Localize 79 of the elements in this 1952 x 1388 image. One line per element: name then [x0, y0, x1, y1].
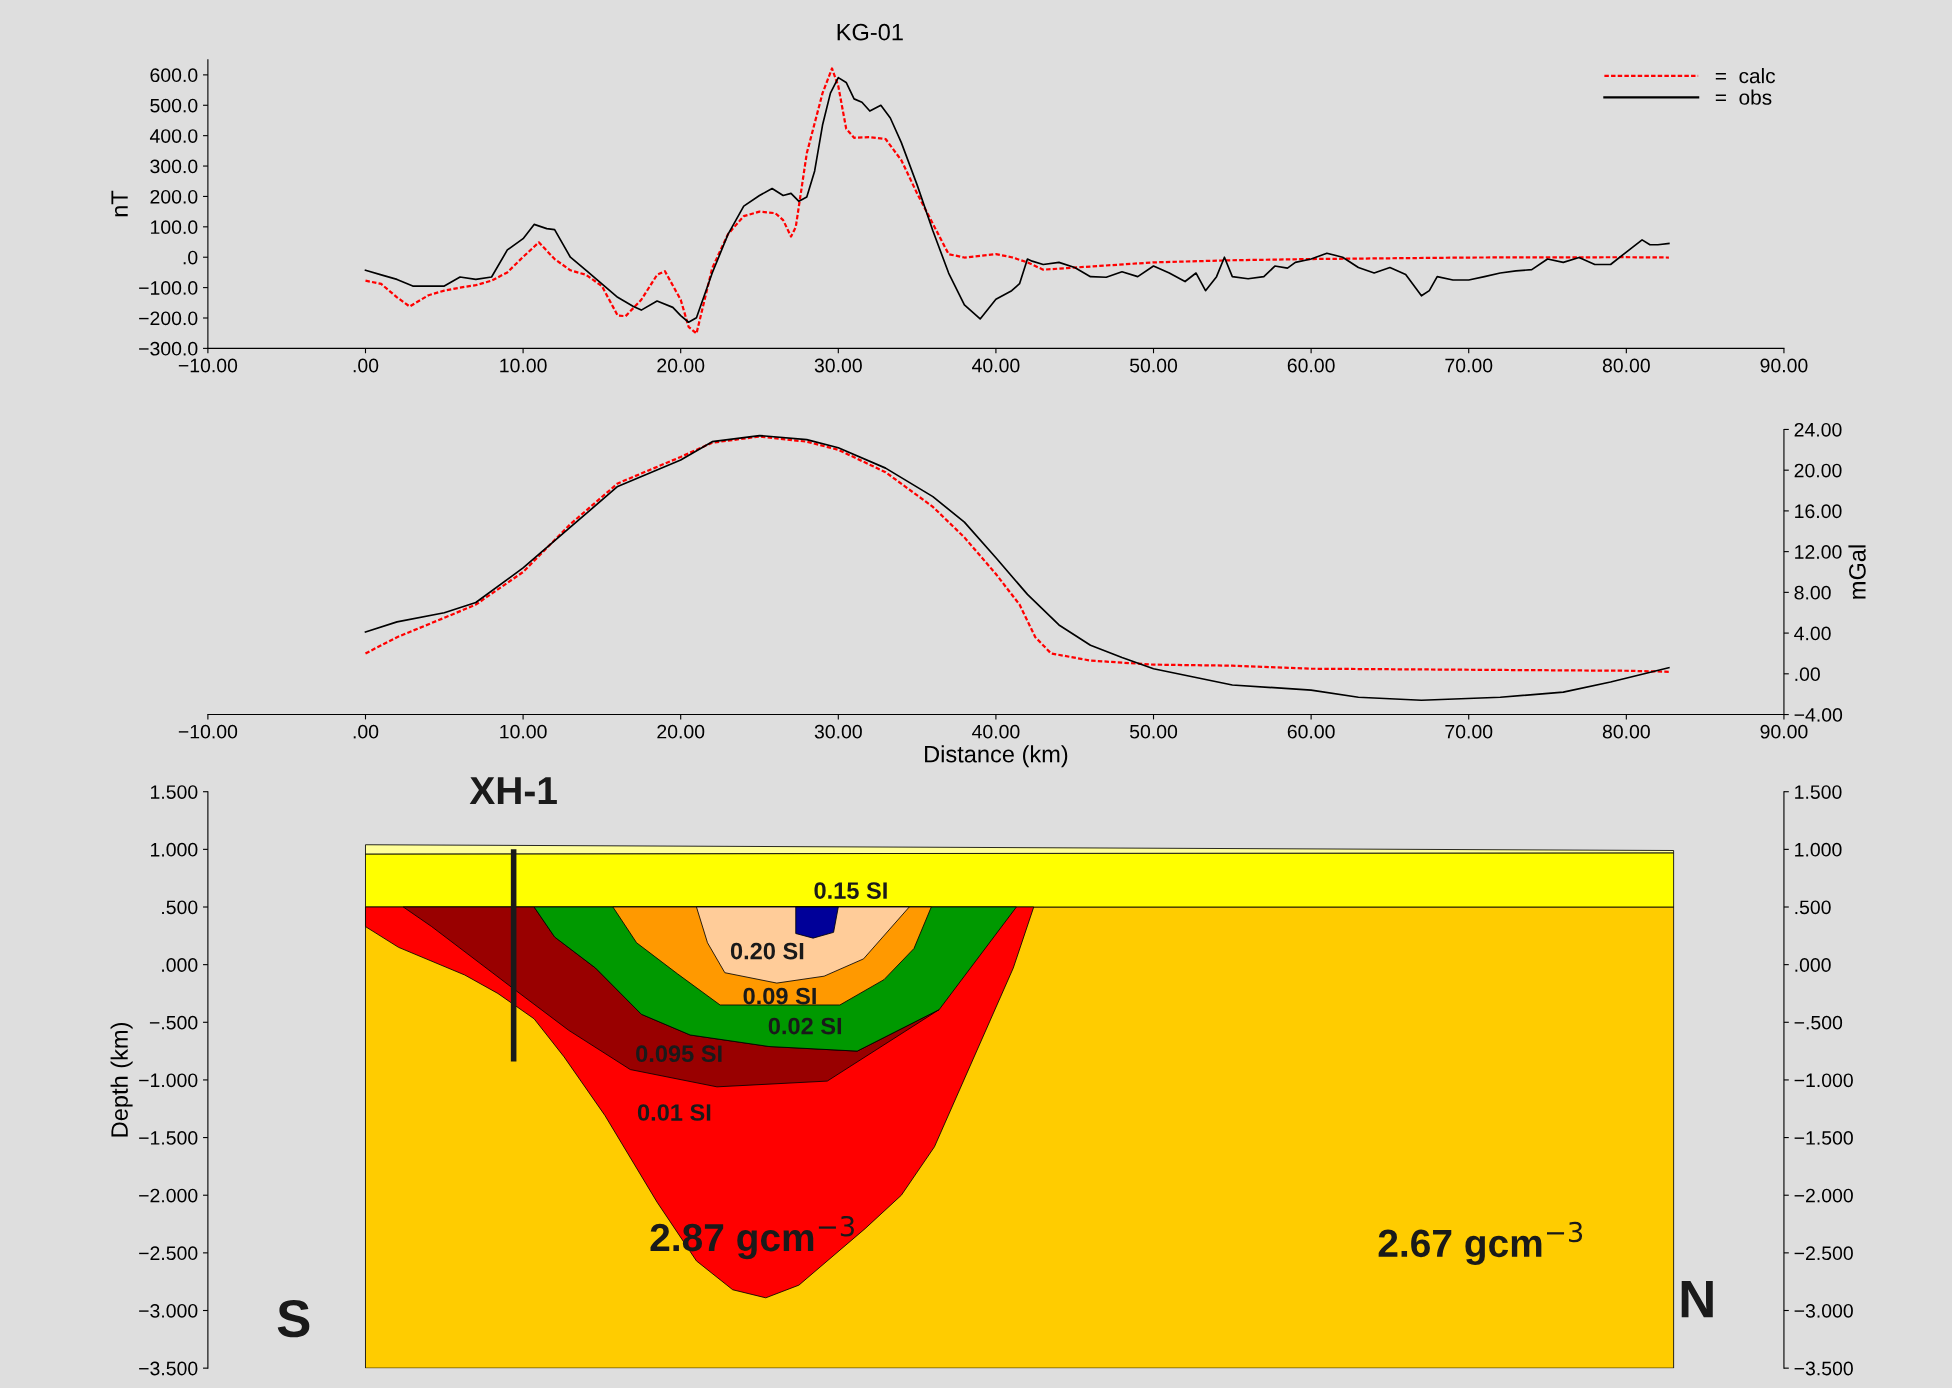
y2-tick-label: −4.00	[1794, 708, 1843, 722]
y-tick-label: 500.0	[150, 98, 198, 113]
annotation: N	[1681, 1280, 1713, 1318]
y2-tick-label: .00	[1795, 667, 1820, 682]
x-tick-label: 80.00	[1602, 358, 1650, 373]
x-tick-label: 60.00	[1287, 358, 1335, 373]
y-tick-label: .0	[183, 250, 198, 265]
y2-tick-label: .000	[1795, 958, 1831, 972]
y2-tick-label: 8.00	[1794, 585, 1831, 600]
y-axis-title: nT	[111, 190, 128, 217]
x-tick-label: 20.00	[657, 724, 705, 739]
y-tick-label: −300.0	[139, 341, 198, 356]
y-tick-label: 1.500	[150, 785, 198, 799]
legend-label: = calc	[1715, 68, 1776, 84]
x-tick-label: 90.00	[1760, 358, 1808, 373]
x-tick-label: 20.00	[657, 358, 705, 373]
y-tick-label: .500	[162, 900, 198, 915]
y2-tick-label: −2.000	[1794, 1188, 1853, 1203]
x-tick-label: .00	[353, 358, 379, 373]
annotation: 0.09 SI	[743, 987, 816, 1005]
x-tick-label: 90.00	[1760, 724, 1808, 739]
x-tick-label: 10.00	[500, 724, 547, 739]
annotation: XH-1	[469, 777, 557, 805]
y-tick-label: 1.000	[150, 842, 198, 857]
y-tick-label: −3.000	[139, 1303, 198, 1318]
y-tick-label: 300.0	[150, 159, 198, 174]
y-tick-label: −100.0	[139, 281, 198, 295]
y2-tick-label: 1.500	[1795, 785, 1842, 799]
y2-tick-label: 24.00	[1794, 422, 1842, 437]
annotation: 0.15 SI	[814, 882, 887, 899]
annotation: 0.01 SI	[637, 1104, 711, 1121]
y2-tick-label: .500	[1795, 900, 1831, 915]
x-tick-label: 30.00	[814, 358, 862, 373]
x-tick-label: 80.00	[1602, 724, 1650, 739]
y-tick-label: −.500	[149, 1015, 198, 1030]
y-tick-label: 400.0	[149, 129, 198, 143]
y2-tick-label: 12.00	[1795, 545, 1842, 559]
x-axis-title: Distance (km)	[925, 745, 1068, 768]
y-tick-label: −1.500	[139, 1131, 198, 1145]
y2-tick-label: 1.000	[1795, 842, 1842, 857]
y-axis-title: Depth (km)	[110, 1023, 133, 1137]
x-tick-label: 60.00	[1287, 724, 1335, 739]
x-tick-label: −10.00	[178, 358, 238, 373]
chart-title: KG-01	[837, 23, 903, 41]
x-tick-label: −10.00	[178, 724, 238, 739]
y-tick-label: −200.0	[139, 311, 198, 326]
y-tick-label: 100.0	[150, 220, 198, 235]
x-tick-label: 70.00	[1445, 358, 1493, 373]
y-tick-label: −1.000	[139, 1073, 198, 1088]
y2-tick-label: 20.00	[1794, 463, 1842, 478]
y2-tick-label: −.500	[1794, 1015, 1843, 1030]
legend-label: = obs	[1715, 89, 1772, 105]
annotation: S	[277, 1299, 310, 1338]
x-tick-label: .00	[353, 724, 379, 739]
y-tick-label: 200.0	[150, 189, 198, 204]
annotation: 0.02 SI	[768, 1017, 842, 1035]
y2-tick-label: 16.00	[1795, 504, 1842, 519]
x-tick-label: 40.00	[972, 724, 1020, 739]
annotation: 2.67 gcm$^{−3}$	[1378, 1221, 1583, 1265]
y2-axis-title: mGal	[1848, 545, 1866, 599]
y2-tick-label: 4.00	[1794, 626, 1831, 641]
y2-tick-label: −1.000	[1794, 1073, 1853, 1088]
x-tick-label: 50.00	[1129, 724, 1178, 739]
y-tick-label: 600.0	[150, 68, 198, 83]
x-tick-label: 70.00	[1445, 724, 1493, 739]
y-tick-label: −3.500	[139, 1361, 198, 1376]
x-tick-label: 50.00	[1129, 358, 1178, 373]
y-tick-label: −2.000	[139, 1188, 198, 1203]
x-tick-label: 40.00	[972, 358, 1020, 373]
y2-tick-label: −1.500	[1794, 1131, 1853, 1145]
annotation: 0.095 SI	[636, 1045, 722, 1063]
y2-tick-label: −3.000	[1794, 1303, 1853, 1318]
annotation: 0.20 SI	[730, 942, 804, 960]
y-tick-label: .000	[162, 958, 198, 972]
x-tick-label: 10.00	[500, 358, 547, 373]
y-tick-label: −2.500	[139, 1246, 198, 1261]
x-tick-label: 30.00	[814, 724, 862, 739]
y2-tick-label: −2.500	[1794, 1246, 1853, 1261]
y2-tick-label: −3.500	[1794, 1361, 1853, 1376]
